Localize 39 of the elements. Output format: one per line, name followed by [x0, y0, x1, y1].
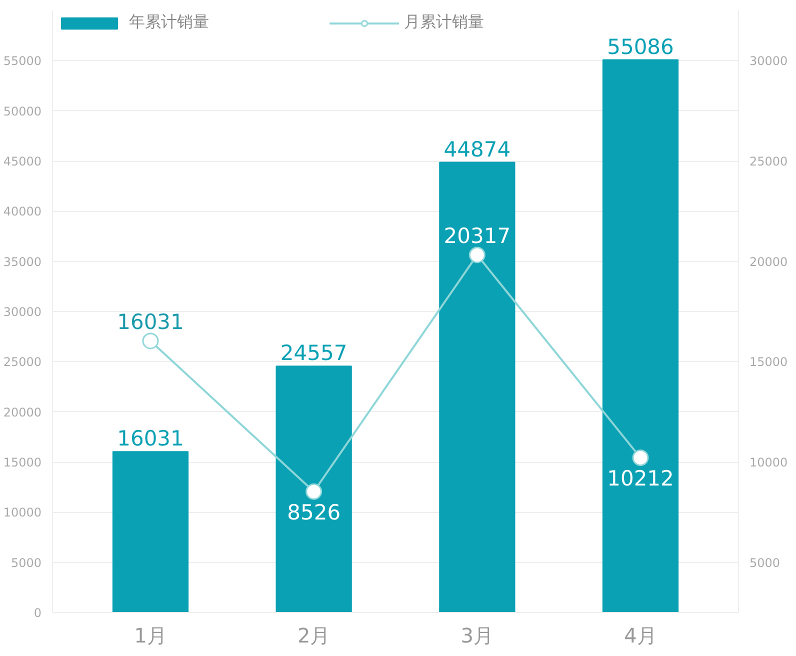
- data-label: 16031: [117, 426, 184, 451]
- y-tick-label: 15000: [3, 456, 42, 470]
- legend-label: 月累计销量: [404, 12, 484, 33]
- y-tick-label: 0: [34, 606, 42, 620]
- point: [306, 483, 322, 500]
- y-tick-label: 50000: [3, 104, 42, 118]
- y-tick-label: 30000: [3, 305, 42, 319]
- x-tick-label: 1月: [134, 624, 167, 648]
- data-label: 44874: [444, 137, 511, 162]
- x-tick-label: 3月: [460, 624, 494, 648]
- y-tick-label: 35000: [3, 254, 42, 269]
- y-tick-label: 5000: [10, 556, 42, 570]
- y-tick-label: 20000: [3, 405, 42, 420]
- bar: [602, 59, 679, 612]
- point: [468, 246, 486, 264]
- data-label: 16031: [117, 310, 184, 334]
- data-label: 24557: [280, 341, 348, 366]
- y-tick-label: 55000: [3, 54, 42, 68]
- y-tick-label: 10000: [3, 506, 42, 520]
- x-tick-label: 2月: [297, 624, 330, 648]
- y-tick-label: 40000: [3, 204, 42, 219]
- y2-tick-label: 5000: [750, 556, 780, 570]
- y2-tick-label: 25000: [750, 154, 788, 168]
- y2-tick-label: 20000: [750, 254, 788, 269]
- data-label: 55086: [607, 34, 674, 59]
- legend-label: 年累计销量: [129, 12, 209, 33]
- x-tick-label: 4月: [624, 624, 657, 648]
- bar: [112, 451, 189, 612]
- data-label: 10212: [607, 466, 674, 491]
- data-label: 8526: [287, 500, 341, 525]
- y2-tick-label: 30000: [750, 54, 788, 68]
- bar: [439, 162, 516, 612]
- y-tick-label: 25000: [3, 355, 42, 370]
- y2-tick-label: 15000: [750, 355, 788, 370]
- data-label: 20317: [444, 224, 511, 248]
- bar: [276, 366, 352, 612]
- y-tick-label: 45000: [3, 154, 42, 168]
- y2-tick-label: 10000: [750, 456, 788, 470]
- point: [632, 450, 649, 466]
